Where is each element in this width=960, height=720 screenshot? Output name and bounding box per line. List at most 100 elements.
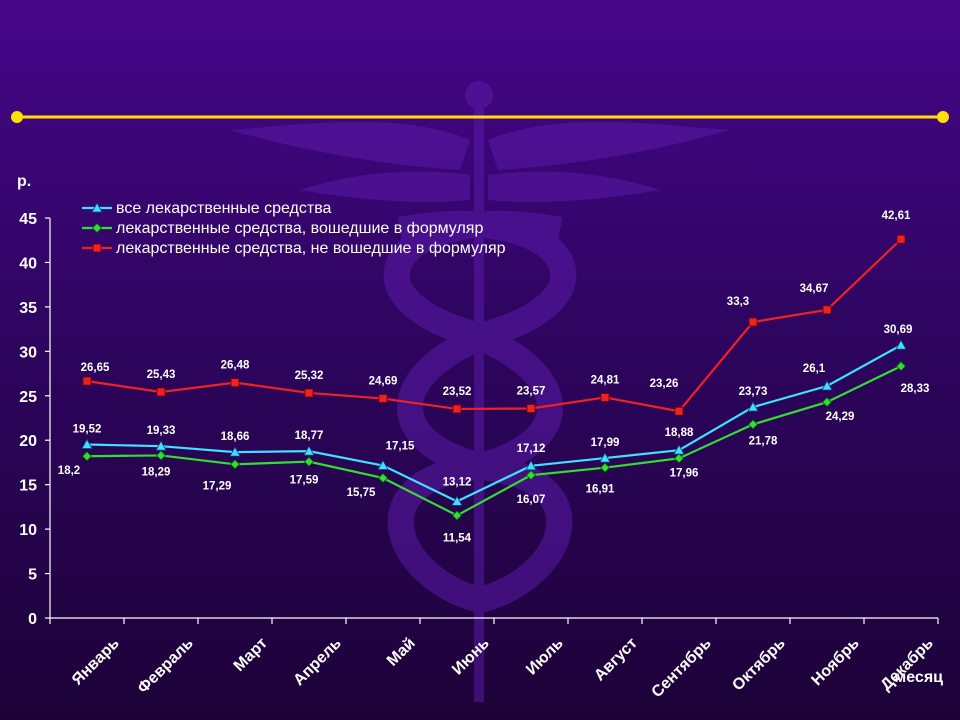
data-label: 26,65 [81, 362, 110, 374]
data-point [230, 378, 240, 388]
y-tick-label: 30 [19, 344, 37, 361]
data-point [91, 202, 103, 213]
x-tick-label: Июль [523, 635, 567, 679]
data-point [303, 445, 315, 456]
data-point [229, 459, 241, 470]
data-point [229, 446, 241, 457]
data-label: 17,99 [591, 437, 620, 449]
data-point [748, 317, 758, 327]
data-label: 18,88 [665, 427, 694, 439]
y-tick-label: 45 [19, 211, 37, 228]
series-diamond [81, 361, 907, 521]
legend-item: все лекарственные средства [82, 200, 332, 217]
data-label: 34,67 [800, 283, 829, 295]
data-label: 23,52 [443, 386, 472, 398]
data-point [155, 440, 167, 451]
data-label: 16,91 [586, 484, 615, 496]
data-label: 26,1 [803, 363, 826, 375]
data-point [821, 380, 833, 391]
data-point [599, 452, 611, 463]
data-label: 11,54 [443, 532, 472, 544]
data-label: 18,29 [142, 466, 171, 478]
legend-label: лекарственные средства, не вошедшие в фо… [116, 240, 506, 257]
chart-legend: все лекарственные средства лекарственные … [82, 200, 506, 257]
x-tick-label: Июнь [449, 635, 493, 679]
data-point [81, 451, 93, 462]
data-point [377, 472, 389, 484]
data-label: 24,29 [826, 411, 855, 423]
x-tick-label: Февраль [135, 635, 197, 697]
data-label: 19,52 [73, 423, 102, 435]
legend-label: все лекарственные средства [116, 200, 332, 217]
data-label: 30,69 [884, 324, 913, 336]
data-label: 18,2 [58, 465, 80, 477]
data-label: 21,78 [749, 435, 778, 447]
series-line [86, 365, 902, 517]
x-tick-label: Январь [69, 635, 123, 689]
data-point [378, 394, 388, 403]
data-point [82, 376, 92, 386]
data-point [525, 459, 537, 471]
legend-item: лекарственные средства, вошедшие в форму… [82, 220, 483, 237]
x-tick-label: Ноябрь [808, 635, 863, 690]
legend-item: лекарственные средства, не вошедшие в фо… [82, 240, 506, 257]
x-axis-label: месяц [894, 669, 943, 686]
series-triangle [81, 339, 907, 506]
data-label: 17,96 [670, 467, 699, 479]
data-point [156, 387, 166, 397]
data-label: 17,29 [203, 480, 232, 492]
data-point [91, 222, 103, 234]
data-label: 26,48 [221, 360, 250, 372]
data-point [747, 401, 759, 412]
data-label: 24,69 [369, 376, 398, 388]
data-label: 25,32 [295, 370, 324, 382]
data-point [81, 438, 93, 449]
series-line [86, 344, 902, 503]
data-label: 24,81 [591, 374, 620, 386]
y-tick-label: 10 [19, 522, 37, 539]
data-label: 17,15 [386, 441, 415, 453]
data-point [822, 305, 832, 315]
y-tick-label: 20 [19, 433, 37, 450]
series-line [86, 238, 902, 413]
data-point [747, 419, 759, 430]
y-axis-ticks: 0 5 10 15 20 25 30 35 40 45 [19, 211, 50, 628]
data-point [303, 456, 315, 467]
data-label: 18,66 [221, 431, 250, 443]
data-point [155, 450, 167, 461]
x-tick-label: Сентябрь [649, 635, 715, 701]
y-tick-label: 40 [19, 255, 37, 272]
x-axis-ticks: Январь Февраль Март Апрель Май Июнь Июль Август… [49, 618, 939, 701]
series-square-labels: 26,65 25,43 26,48 25,32 24,69 23,52 23,57 24,81… [81, 210, 911, 398]
data-label: 28,33 [901, 383, 930, 395]
y-tick-label: 25 [19, 389, 37, 406]
data-point [525, 470, 537, 481]
data-point [452, 404, 462, 414]
data-label: 23,57 [517, 385, 546, 397]
data-label: 16,07 [517, 494, 546, 506]
data-label: 23,26 [650, 378, 679, 390]
x-tick-label: Октябрь [729, 635, 789, 695]
data-point [673, 453, 685, 464]
data-point [304, 388, 314, 398]
y-tick-label: 15 [19, 478, 37, 495]
data-label: 23,73 [739, 386, 768, 398]
data-point [526, 404, 536, 413]
data-label: 25,43 [147, 369, 176, 381]
title-divider [11, 111, 949, 123]
x-tick-label: Май [384, 635, 419, 670]
y-tick-label: 5 [28, 567, 37, 584]
data-point [92, 243, 102, 253]
chart-plot-area: 19,52 19,33 18,66 18,77 17,15 13,12 17,12 17,99… [58, 210, 930, 544]
legend-label: лекарственные средства, вошедшие в форму… [116, 220, 483, 237]
data-label: 13,12 [443, 476, 472, 488]
y-tick-label: 35 [19, 300, 37, 317]
y-tick-label: 0 [28, 611, 37, 628]
data-point [896, 234, 906, 244]
data-label: 19,33 [147, 425, 176, 437]
data-point [451, 510, 463, 521]
series-square [82, 234, 906, 416]
data-label: 15,75 [347, 487, 376, 499]
